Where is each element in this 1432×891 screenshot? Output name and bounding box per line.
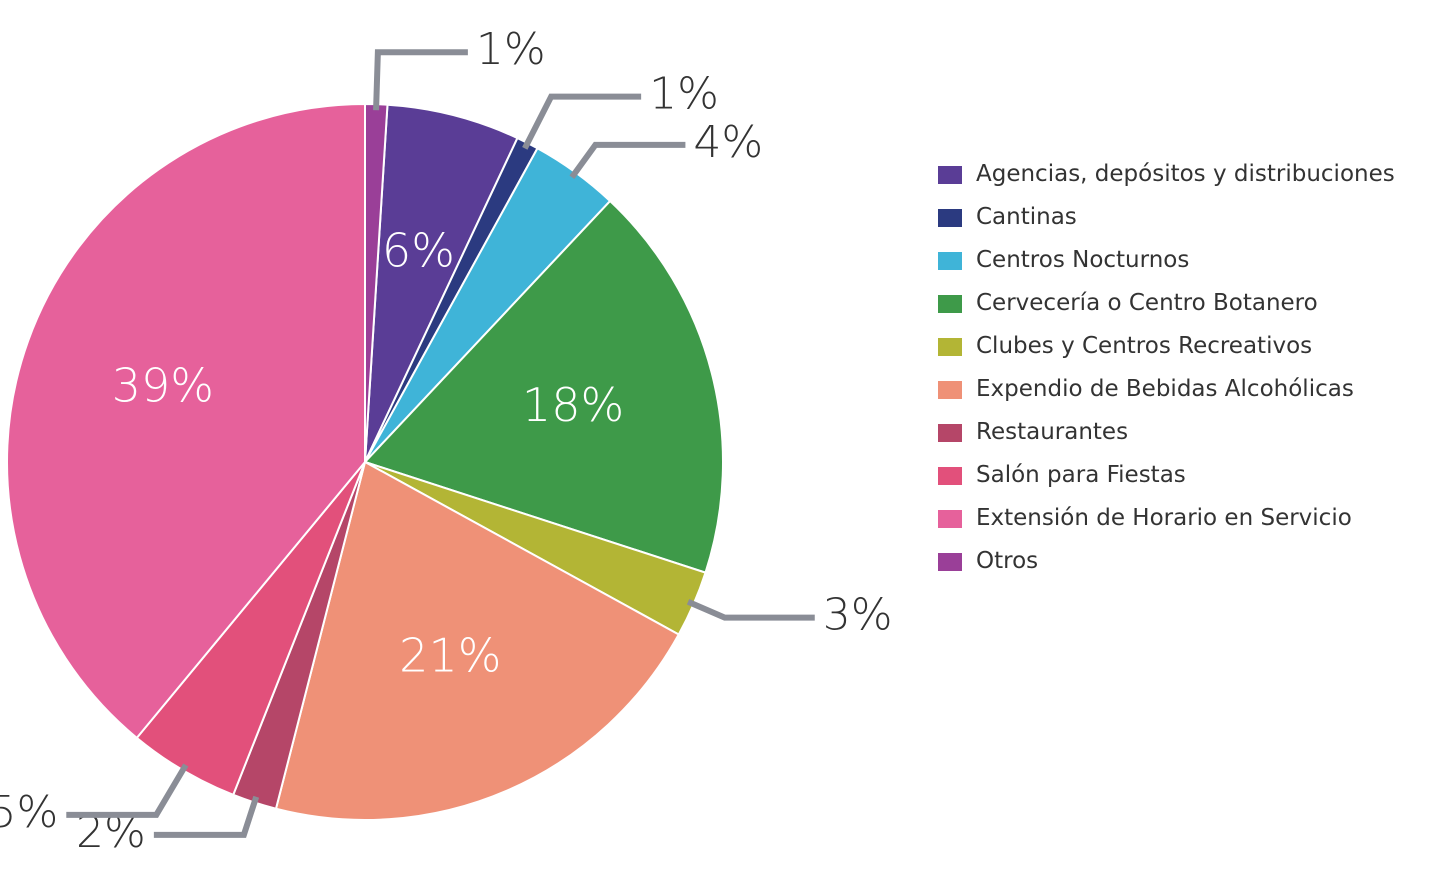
legend-label: Extensión de Horario en Servicio — [976, 505, 1352, 531]
legend-swatch — [938, 553, 962, 571]
legend-swatch — [938, 510, 962, 528]
legend-label: Cantinas — [976, 204, 1077, 230]
legend-item: Restaurantes — [938, 418, 1418, 447]
slice-label: 4% — [693, 117, 763, 168]
slice-label: 3% — [823, 590, 893, 641]
legend-label: Restaurantes — [976, 419, 1129, 445]
leader-line — [153, 795, 260, 838]
slice-label: 18% — [522, 378, 624, 432]
slice-label: 6% — [382, 223, 455, 277]
legend-item: Salón para Fiestas — [938, 461, 1418, 490]
legend-swatch — [938, 295, 962, 313]
slice-label: 21% — [399, 629, 501, 683]
slice-label: 1% — [649, 69, 719, 120]
legend-item: Expendio de Bebidas Alcohólicas — [938, 375, 1418, 404]
legend-item: Centros Nocturnos — [938, 246, 1418, 275]
pie-slice — [6, 102, 366, 740]
legend-item: Otros — [938, 547, 1418, 576]
legend-label: Agencias, depósitos y distribuciones — [976, 161, 1395, 187]
legend-swatch — [938, 338, 962, 356]
leader-line — [373, 49, 468, 111]
leader-line — [686, 599, 815, 621]
pie-slice — [274, 460, 681, 821]
legend-swatch — [938, 166, 962, 184]
legend-label: Otros — [976, 548, 1039, 574]
legend-swatch — [938, 381, 962, 399]
pie-slice — [364, 103, 519, 463]
slice-label: 39% — [112, 359, 214, 413]
legend-swatch — [938, 209, 962, 227]
leader-line — [66, 763, 189, 818]
pie-slice — [363, 199, 724, 574]
legend-label: Salón para Fiestas — [976, 462, 1186, 488]
legend-item: Agencias, depósitos y distribuciones — [938, 160, 1418, 189]
legend-item: Extensión de Horario en Servicio — [938, 504, 1418, 533]
legend-swatch — [938, 252, 962, 270]
slice-label: 5% — [0, 787, 58, 838]
legend-label: Cervecería o Centro Botanero — [976, 290, 1318, 316]
legend-item: Cervecería o Centro Botanero — [938, 289, 1418, 318]
legend: Agencias, depósitos y distribuciones Cant… — [938, 160, 1418, 590]
legend-label: Expendio de Bebidas Alcohólicas — [976, 376, 1354, 402]
legend-label: Clubes y Centros Recreativos — [976, 333, 1313, 359]
legend-item: Clubes y Centros Recreativos — [938, 332, 1418, 361]
legend-swatch — [938, 424, 962, 442]
leader-line — [522, 93, 642, 150]
legend-label: Centros Nocturnos — [976, 247, 1190, 273]
legend-item: Cantinas — [938, 203, 1418, 232]
leader-line — [569, 141, 686, 179]
slice-label: 1% — [476, 24, 546, 75]
legend-swatch — [938, 467, 962, 485]
